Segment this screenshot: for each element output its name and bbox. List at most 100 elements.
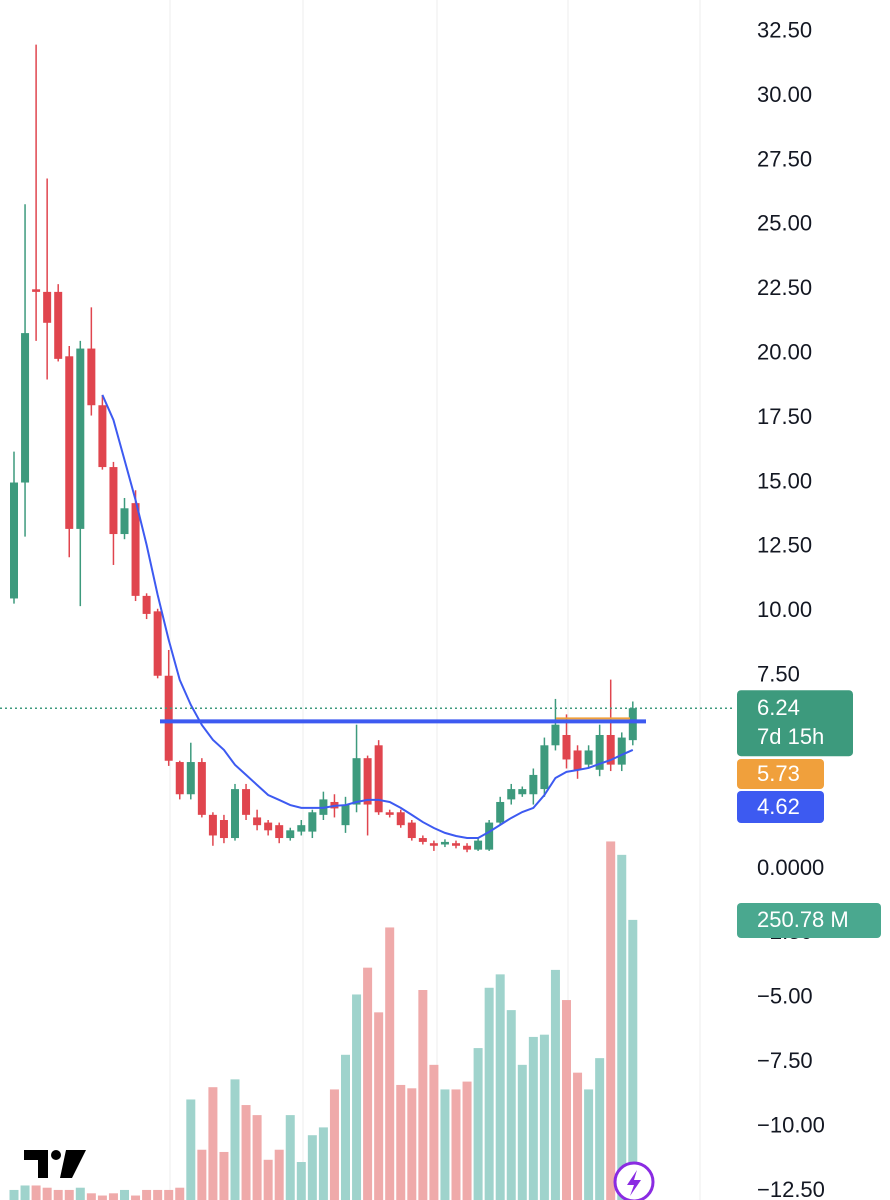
candle-body — [43, 291, 52, 323]
candle-body — [242, 789, 251, 815]
candle-body — [120, 508, 129, 535]
volume-bar — [550, 969, 560, 1200]
candle-body — [407, 822, 416, 839]
y-tick-label: 30.00 — [757, 82, 812, 107]
volume-bar — [440, 1089, 450, 1200]
candle-body — [286, 830, 295, 839]
candle-body — [452, 843, 460, 846]
volume-bar — [539, 1034, 549, 1200]
tradingview-logo — [24, 1150, 86, 1178]
volume-bar — [573, 1072, 583, 1200]
volume-bar — [230, 1079, 240, 1200]
volume-bar — [131, 1195, 141, 1200]
volume-bar — [120, 1189, 129, 1200]
volume-bar — [584, 1089, 594, 1200]
y-tick-label: 25.00 — [757, 211, 812, 236]
volume-bar — [20, 1185, 30, 1200]
candle-body — [109, 467, 118, 535]
candle-body — [341, 804, 350, 826]
candle-body — [275, 825, 284, 839]
candle-body — [253, 817, 262, 826]
candle-body — [573, 750, 582, 770]
volume-bar — [296, 1162, 306, 1200]
candle-body — [186, 762, 195, 795]
candle-body — [308, 812, 317, 832]
volume-bar — [606, 841, 616, 1200]
candle-body — [264, 822, 273, 831]
candle-body — [595, 734, 604, 770]
candle-body — [10, 482, 18, 599]
lightning-button[interactable] — [613, 1161, 655, 1200]
candle-body — [507, 789, 516, 800]
volume-bar — [75, 1187, 85, 1200]
volume-bar — [374, 1012, 384, 1200]
y-tick-label: 12.50 — [757, 533, 812, 558]
volume-bar — [628, 919, 638, 1200]
level-badge — [737, 759, 824, 789]
volume-bar — [274, 1149, 284, 1200]
volume-bar — [86, 1193, 96, 1200]
candle-body — [54, 291, 63, 359]
volume-bar — [495, 974, 505, 1200]
candle-body — [496, 801, 505, 823]
candle-body — [374, 745, 383, 813]
candle-body — [463, 845, 472, 850]
y-tick-label: −5.00 — [757, 984, 813, 1009]
y-tick-label: 22.50 — [757, 275, 812, 300]
candle-body — [131, 503, 140, 596]
volume-bar — [219, 1151, 229, 1200]
candle-body — [87, 348, 96, 406]
candle-body — [175, 762, 184, 795]
candle-body — [352, 758, 361, 805]
candle-body — [606, 734, 615, 765]
volume-bar — [484, 987, 494, 1200]
y-tick-label: 10.00 — [757, 597, 812, 622]
ema-line — [101, 394, 634, 840]
candle-body — [208, 814, 217, 836]
y-tick-label: −12.50 — [757, 1177, 825, 1200]
candle-body — [98, 405, 107, 468]
volume-bar — [108, 1193, 118, 1200]
candle-body — [628, 708, 637, 741]
y-tick-label: 17.50 — [757, 404, 812, 429]
volume-bar — [341, 1054, 350, 1200]
volume-bar — [241, 1105, 251, 1200]
candle-body — [21, 333, 30, 483]
ema-badge — [737, 791, 824, 823]
candle-body — [540, 745, 549, 790]
volume-bar — [197, 1149, 207, 1200]
volume-badge — [737, 903, 881, 938]
volume-bar — [352, 994, 362, 1200]
volume-bar — [53, 1189, 63, 1200]
candle-body — [584, 750, 593, 765]
last-price-badge — [737, 690, 853, 757]
volume-bar — [186, 1099, 196, 1200]
y-tick-label: −10.00 — [757, 1112, 825, 1137]
candle-body — [153, 611, 162, 676]
volume-bar — [153, 1189, 163, 1200]
volume-bar — [451, 1089, 461, 1200]
candle-body — [551, 724, 560, 746]
volume-bar — [506, 1010, 516, 1200]
volume-bar — [595, 1058, 605, 1200]
volume-bar — [208, 1087, 218, 1200]
candle-body — [76, 348, 85, 529]
volume-bar — [407, 1088, 417, 1200]
volume-bar — [252, 1115, 262, 1200]
volume-bar — [318, 1127, 328, 1200]
time-grid — [169, 0, 701, 1200]
volume-bar — [429, 1064, 439, 1200]
volume-bar — [164, 1189, 174, 1200]
y-tick-label: 20.00 — [757, 340, 812, 365]
candle-body — [65, 356, 74, 529]
candle-body — [440, 841, 449, 845]
candle-body — [562, 734, 571, 760]
volume-bar — [462, 1081, 472, 1200]
candle-body — [485, 822, 494, 850]
volume-bar — [528, 1036, 538, 1200]
candle-body — [32, 289, 41, 292]
volume-bar — [142, 1189, 152, 1200]
candle-body — [363, 758, 372, 805]
